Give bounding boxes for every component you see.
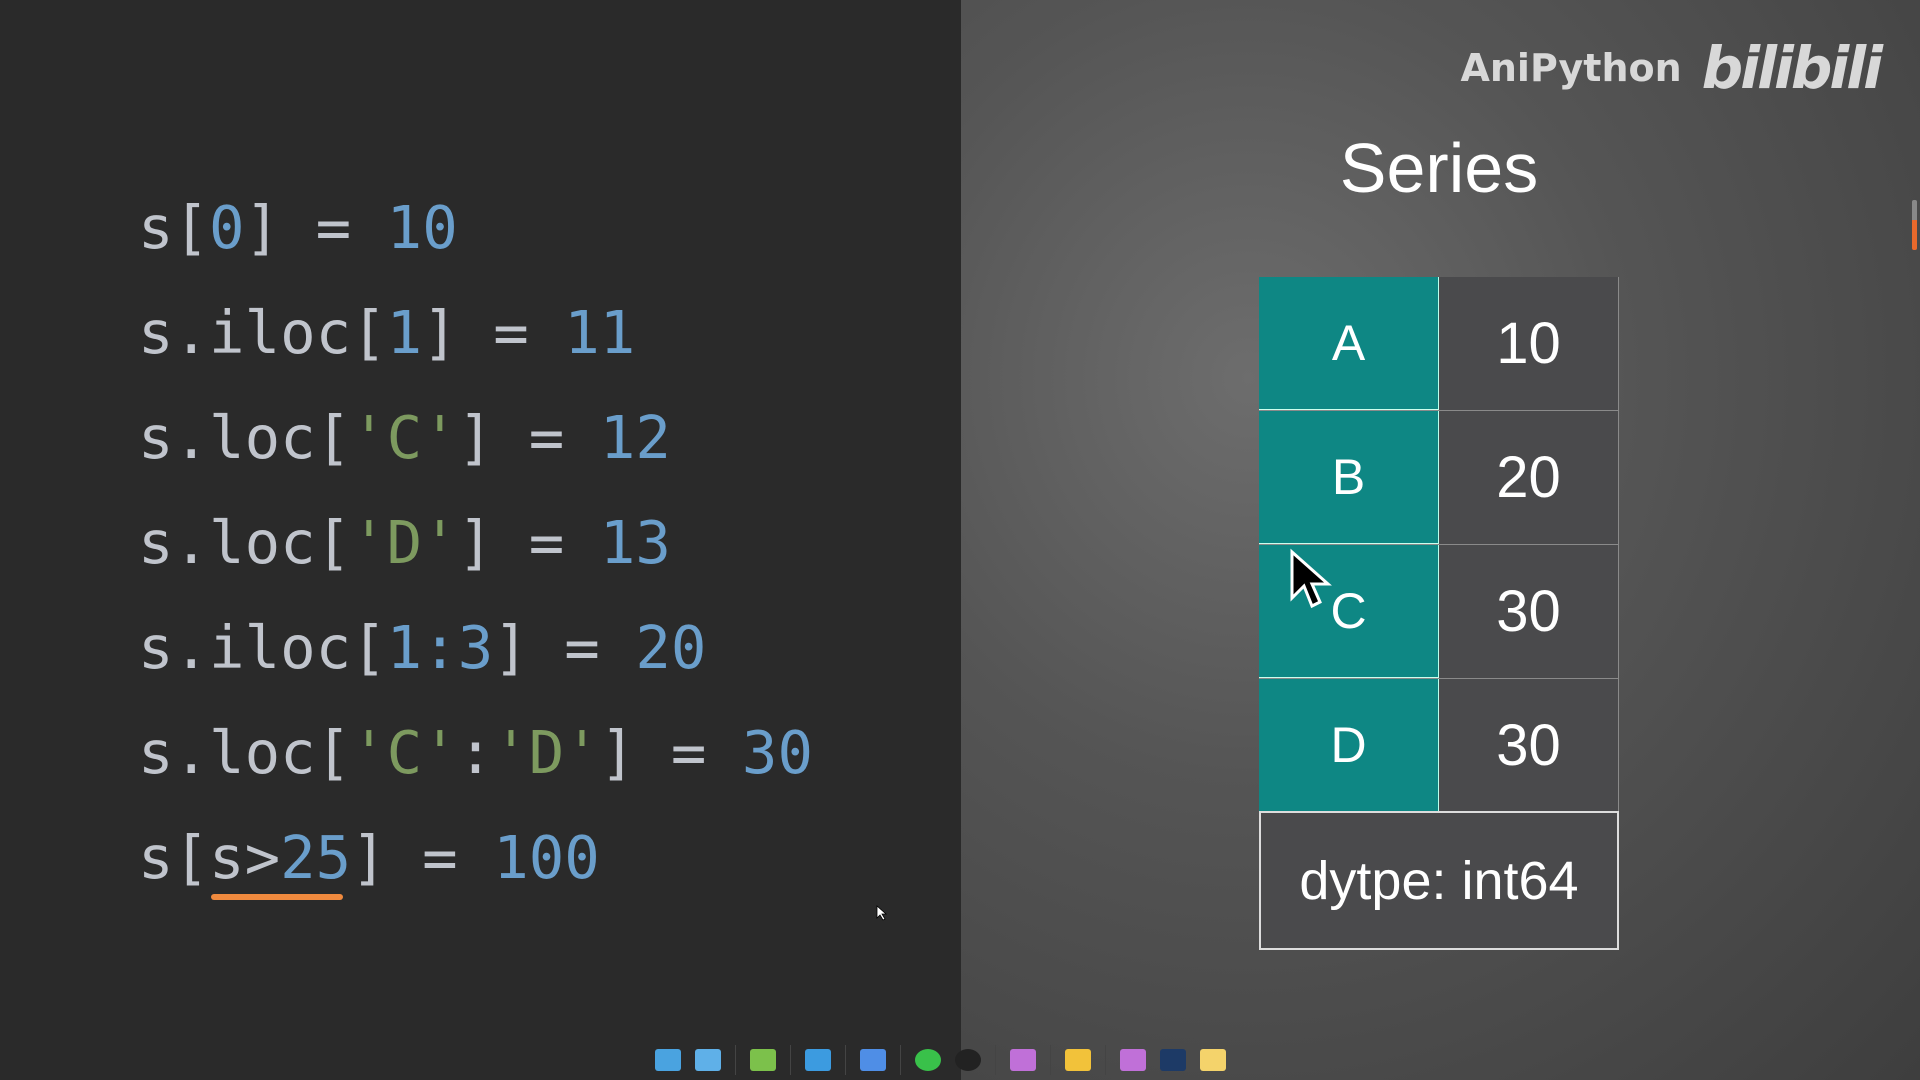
taskbar	[655, 1045, 1226, 1075]
code-line: s.iloc[1] = 11	[138, 280, 813, 385]
code-text: ] =	[244, 193, 387, 262]
folder-tools-icon-2[interactable]	[1120, 1049, 1146, 1071]
code-text: s.loc[	[138, 508, 352, 577]
index-cell: A	[1259, 277, 1439, 410]
code-number: 0	[209, 193, 245, 262]
code-string: 'C'	[351, 718, 458, 787]
dtype-label: dytpe: int64	[1259, 811, 1619, 950]
value-cell: 30	[1439, 679, 1619, 812]
code-panel: s[0] = 10 s.iloc[1] = 11 s.loc['C'] = 12 s.…	[138, 175, 888, 921]
code-text: s.loc[	[138, 403, 352, 472]
value-cell: 20	[1439, 411, 1619, 544]
series-row: C 30	[1259, 545, 1619, 679]
folder-edge-icon[interactable]	[860, 1049, 886, 1071]
taskbar-separator	[900, 1045, 901, 1075]
computer-icon[interactable]	[655, 1049, 681, 1071]
code-number: 11	[564, 298, 636, 367]
code-text: ] =	[457, 508, 600, 577]
code-text: ] =	[493, 613, 636, 682]
value-cell: 10	[1439, 277, 1619, 410]
brand-name: AniPython	[1460, 46, 1682, 90]
value-cell: 30	[1439, 545, 1619, 678]
taskbar-separator	[735, 1045, 736, 1075]
code-number: 20	[635, 613, 707, 682]
code-line: s.loc['D'] = 13	[138, 490, 813, 595]
index-cell: C	[1259, 545, 1439, 678]
folder-yellow-icon[interactable]	[1065, 1049, 1091, 1071]
code-text: ] =	[351, 823, 494, 892]
index-cell: B	[1259, 411, 1439, 544]
mouse-cursor-small-icon	[876, 905, 888, 921]
qq-icon[interactable]	[955, 1049, 981, 1071]
code-number: 12	[599, 403, 671, 472]
wechat-icon[interactable]	[915, 1049, 941, 1071]
code-number: 10	[386, 193, 458, 262]
taskbar-separator	[845, 1045, 846, 1075]
folder-tools-icon[interactable]	[1010, 1049, 1036, 1071]
code-block: s[0] = 10 s.iloc[1] = 11 s.loc['C'] = 12 s.…	[138, 175, 813, 910]
code-number: 13	[599, 508, 671, 577]
taskbar-separator	[995, 1045, 996, 1075]
code-number: 1	[386, 298, 423, 367]
notes-icon[interactable]	[1200, 1049, 1226, 1071]
series-row: D 30	[1259, 679, 1619, 813]
code-text: s.iloc[	[138, 298, 387, 367]
mouse-cursor-icon	[1290, 548, 1332, 609]
taskbar-separator	[1105, 1045, 1106, 1075]
folder-blue-icon[interactable]	[805, 1049, 831, 1071]
code-text: s[s>	[138, 823, 281, 892]
series-table: A 10 B 20 C 30 D 30	[1259, 277, 1619, 813]
code-number: 25	[280, 823, 352, 892]
code-text: s.iloc[	[138, 613, 387, 682]
code-line: s.iloc[1:3] = 20	[138, 595, 813, 700]
index-cell: D	[1259, 679, 1439, 812]
code-text: s[	[138, 193, 210, 262]
series-title: Series	[1339, 129, 1539, 207]
code-line: s.loc['C':'D'] = 30	[138, 700, 813, 805]
bilibili-logo: bilibili	[1701, 34, 1883, 102]
scrollbar[interactable]	[1912, 200, 1917, 250]
code-line: s[s>25] = 100	[138, 805, 813, 910]
app-icon[interactable]	[1160, 1049, 1186, 1071]
code-line: s[0] = 10	[138, 175, 813, 280]
code-string: 'D'	[493, 718, 600, 787]
code-number: 30	[741, 718, 813, 787]
code-text: s.loc[	[138, 718, 352, 787]
brand-watermark: AniPython bilibili	[1460, 34, 1883, 102]
code-line: s.loc['C'] = 12	[138, 385, 813, 490]
taskbar-separator	[790, 1045, 791, 1075]
code-number: 1:3	[386, 613, 494, 682]
code-number: 100	[493, 823, 600, 892]
code-text: ] =	[599, 718, 742, 787]
code-string: 'D'	[351, 508, 458, 577]
taskbar-separator	[1050, 1045, 1051, 1075]
folder-green-icon[interactable]	[750, 1049, 776, 1071]
series-row: B 20	[1259, 411, 1619, 545]
code-string: 'C'	[351, 403, 458, 472]
highlight-underline	[211, 894, 343, 900]
control-panel-icon[interactable]	[695, 1049, 721, 1071]
code-text: ] =	[422, 298, 565, 367]
series-row: A 10	[1259, 277, 1619, 411]
code-text: ] =	[457, 403, 600, 472]
code-text: :	[457, 718, 494, 787]
